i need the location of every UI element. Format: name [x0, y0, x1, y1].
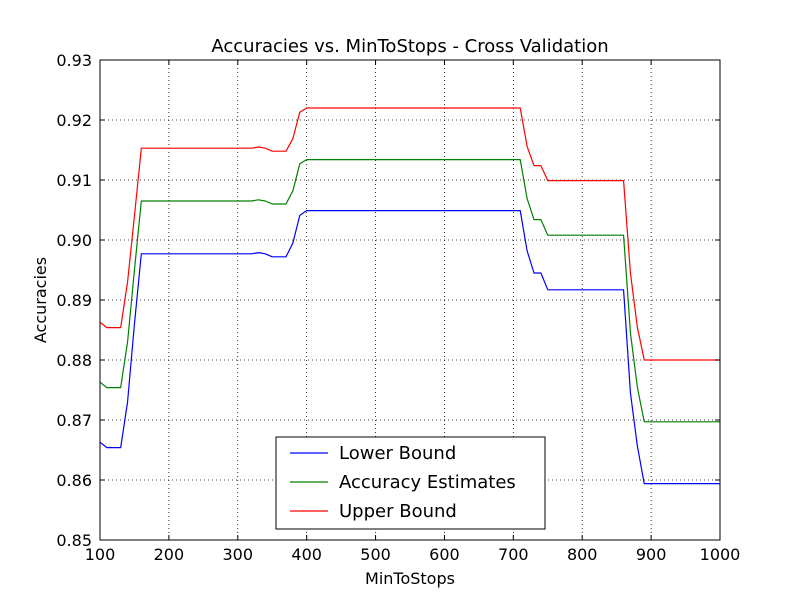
y-tick-label-0.85: 0.85 — [56, 531, 92, 550]
plot-frame — [99, 59, 721, 541]
x-axis-label: MinToStops — [365, 569, 455, 588]
y-tick-label-0.93: 0.93 — [56, 51, 92, 70]
x-tick-label-300: 300 — [223, 545, 254, 564]
legend-box — [275, 436, 546, 530]
x-tick-label-700: 700 — [498, 545, 529, 564]
y-tick-label-0.88: 0.88 — [56, 351, 92, 370]
legend-label-lower-bound: Lower Bound — [339, 443, 456, 464]
legend-label-upper-bound: Upper Bound — [339, 501, 457, 522]
x-tick-label-1000: 1000 — [700, 545, 741, 564]
legend-label-accuracy-estimates: Accuracy Estimates — [339, 472, 516, 493]
x-tick-label-400: 400 — [291, 545, 322, 564]
y-tick-label-0.89: 0.89 — [56, 291, 92, 310]
series-line-lower-bound — [99, 210, 720, 485]
x-tick-label-600: 600 — [429, 545, 460, 564]
series-line-upper-bound — [99, 107, 720, 361]
y-axis-label: Accuracies — [31, 257, 50, 343]
legend: Lower Bound Accuracy Estimates Upper Bou… — [275, 436, 546, 530]
series-line-accuracy-estimates — [99, 159, 720, 423]
x-tick-label-100: 100 — [85, 545, 116, 564]
chart-title: Accuracies vs. MinToStops - Cross Valida… — [211, 36, 608, 57]
y-tick-label-0.87: 0.87 — [56, 411, 92, 430]
y-tick-label-0.90: 0.90 — [56, 231, 92, 250]
y-tick-label-0.91: 0.91 — [56, 171, 92, 190]
y-tick-label-0.92: 0.92 — [56, 111, 92, 130]
y-tick-label-0.86: 0.86 — [56, 471, 92, 490]
axis-ticks: 100 200 300 400 500 600 700 800 900 1000 0.85 0.86 0… — [56, 51, 740, 564]
x-tick-label-200: 200 — [154, 545, 185, 564]
x-tick-label-900: 900 — [636, 545, 667, 564]
x-tick-label-500: 500 — [360, 545, 391, 564]
x-tick-label-800: 800 — [567, 545, 598, 564]
plot-series — [99, 107, 720, 485]
